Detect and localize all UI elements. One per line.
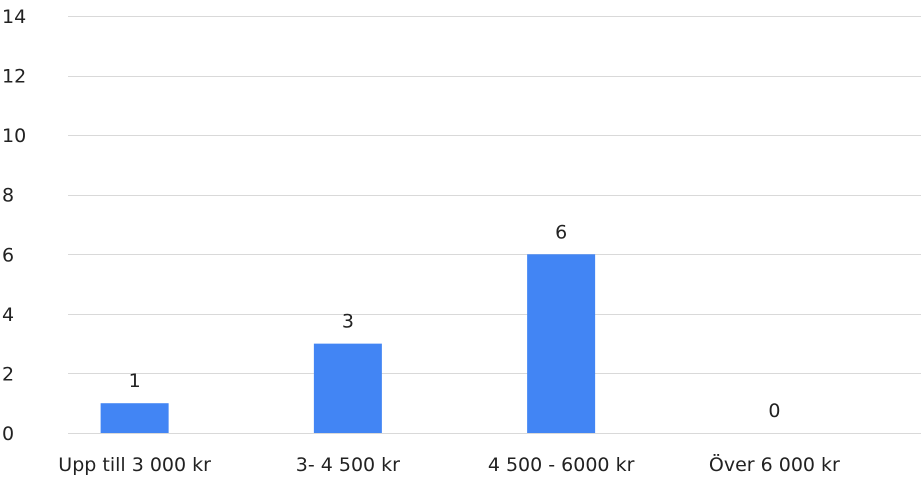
x-category-label: 4 500 - 6000 kr: [488, 454, 635, 476]
data-label: 0: [768, 400, 780, 422]
y-tick-label: 0: [2, 423, 14, 445]
x-category-label: Upp till 3 000 kr: [58, 454, 211, 476]
x-axis-categories: Upp till 3 000 kr 3- 4 500 kr 4 500 - 6000…: [58, 453, 840, 476]
x-category-label: Över 6 000 kr: [709, 453, 840, 476]
y-tick-label: 8: [2, 185, 14, 207]
data-label: 3: [342, 311, 354, 333]
y-tick-label: 2: [2, 363, 14, 385]
bar: [313, 343, 382, 433]
data-label: 1: [129, 370, 141, 392]
y-tick-label: 4: [2, 304, 14, 326]
data-labels: 1 3 6 0: [129, 221, 781, 422]
bars: [100, 254, 596, 433]
y-tick-label: 10: [2, 125, 26, 147]
x-category-label: 3- 4 500 kr: [296, 454, 400, 476]
y-tick-label: 14: [2, 6, 26, 28]
gridlines: [68, 16, 921, 434]
y-tick-label: 6: [2, 244, 14, 266]
bar: [527, 254, 596, 433]
bar: [100, 403, 169, 433]
y-tick-label: 12: [2, 66, 26, 88]
y-axis-ticks: 0 2 4 6 8 10 12 14: [2, 6, 26, 445]
data-label: 6: [555, 221, 567, 243]
